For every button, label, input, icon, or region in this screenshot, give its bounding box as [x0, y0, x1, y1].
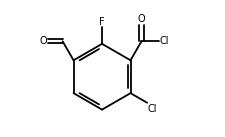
Text: Cl: Cl [159, 36, 169, 46]
Text: F: F [99, 17, 104, 27]
Text: O: O [137, 14, 145, 24]
Text: Cl: Cl [147, 104, 156, 114]
Text: O: O [39, 36, 47, 46]
